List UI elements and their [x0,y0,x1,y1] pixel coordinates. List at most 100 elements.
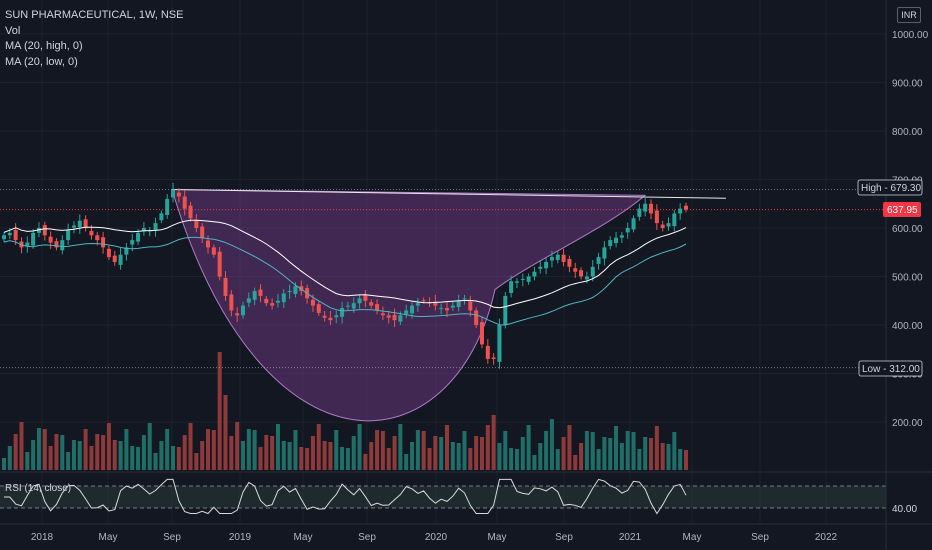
currency-badge[interactable]: INR [897,7,921,23]
candle-body [538,266,543,269]
time-tick: Sep [555,532,573,543]
volume-bar [421,431,426,470]
volume-bar [579,443,584,470]
candle-body [567,259,572,267]
volume-bar [229,436,234,470]
candle-body [485,345,490,359]
legend-vol[interactable]: Vol [5,24,21,37]
volume-bar [171,446,176,470]
volume-bar [345,448,350,470]
volume-bar [608,438,613,470]
candle-body [684,205,688,210]
volume-bar [614,426,619,470]
volume-bar [42,429,47,470]
volume-bar [270,436,275,470]
volume-bar [25,452,30,470]
candle-body [71,225,76,228]
candle-body [479,322,484,345]
volume-bar [2,458,6,470]
last-label-text: 637.95 [887,205,918,216]
symbol-title[interactable]: SUN PHARMACEUTICAL, 1W, NSE [5,9,184,21]
candle-body [666,223,671,227]
candle-body [2,235,6,240]
candle-body [7,232,12,236]
candle-body [445,308,450,311]
volume-bar [194,453,199,470]
volume-bar [141,435,146,470]
volume-bar [95,434,100,470]
volume-bar [211,430,216,470]
volume-bar [485,425,490,470]
candle-body [223,277,228,296]
volume-bar [538,443,543,470]
volume-bar [31,440,36,470]
time-tick: 2022 [815,532,838,543]
volume-bar [450,442,455,470]
volume-bar [159,441,164,470]
volume-bar [60,435,65,470]
candle-body [188,205,193,219]
price-tick: 900.00 [892,79,923,90]
volume-bar [124,429,129,470]
price-tick: 1000.00 [892,30,929,41]
volume-bar [561,437,566,470]
candle-body [637,208,642,217]
volume-bar [479,437,484,470]
candle-body [561,254,566,262]
volume-bar [643,437,648,470]
legend-ma-high[interactable]: MA (20, high, 0) [5,40,83,52]
price-tick: 200.00 [892,418,923,429]
candle-body [159,213,164,221]
candle-body [520,278,525,280]
volume-bar [240,441,245,470]
volume-bar [223,395,228,470]
candle-body [555,254,560,261]
volume-bar [351,436,356,470]
candle-body [235,313,240,316]
candle-body [83,219,88,228]
candle-body [614,237,619,244]
candle-body [439,308,444,310]
candle-body [287,291,292,293]
volume-bar [380,431,385,470]
legend-ma-low[interactable]: MA (20, low, 0) [5,55,78,68]
volume-bar [590,432,595,470]
low-price-label: Low - 312.00 [858,360,923,377]
candle-body [532,271,537,277]
volume-bar [235,422,240,470]
candlestick-series [2,182,688,369]
volume-bar [625,431,630,470]
volume-bar [54,434,59,470]
candle-body [345,305,350,307]
volume-bar [147,423,152,470]
volume-bar [678,449,683,470]
price-tick: 600.00 [892,224,923,235]
volume-bar [369,442,374,470]
time-tick: 2020 [425,532,448,543]
volume-bar [77,441,82,470]
candle-body [351,303,356,309]
candle-body [410,305,415,314]
volume-bar [474,436,479,470]
time-tick: May [488,532,507,543]
candle-body [526,276,531,282]
candle-body [404,310,409,314]
candle-body [491,357,496,359]
volume-bar [287,442,292,470]
volume-bar [398,424,403,470]
candle-body [497,325,502,362]
candle-body [649,203,654,214]
volume-bar [66,452,71,470]
volume-bar [363,454,368,470]
candle-body [608,240,613,246]
volume-bar [375,430,380,470]
volume-bar [188,423,193,470]
rsi-pane: RSI (14, close) 40.00 [0,478,917,515]
candle-body [328,317,333,321]
candle-body [89,230,94,236]
price-tick: 500.00 [892,273,923,284]
volume-bar [509,448,514,470]
candle-body [357,298,362,304]
candle-body [60,240,65,251]
